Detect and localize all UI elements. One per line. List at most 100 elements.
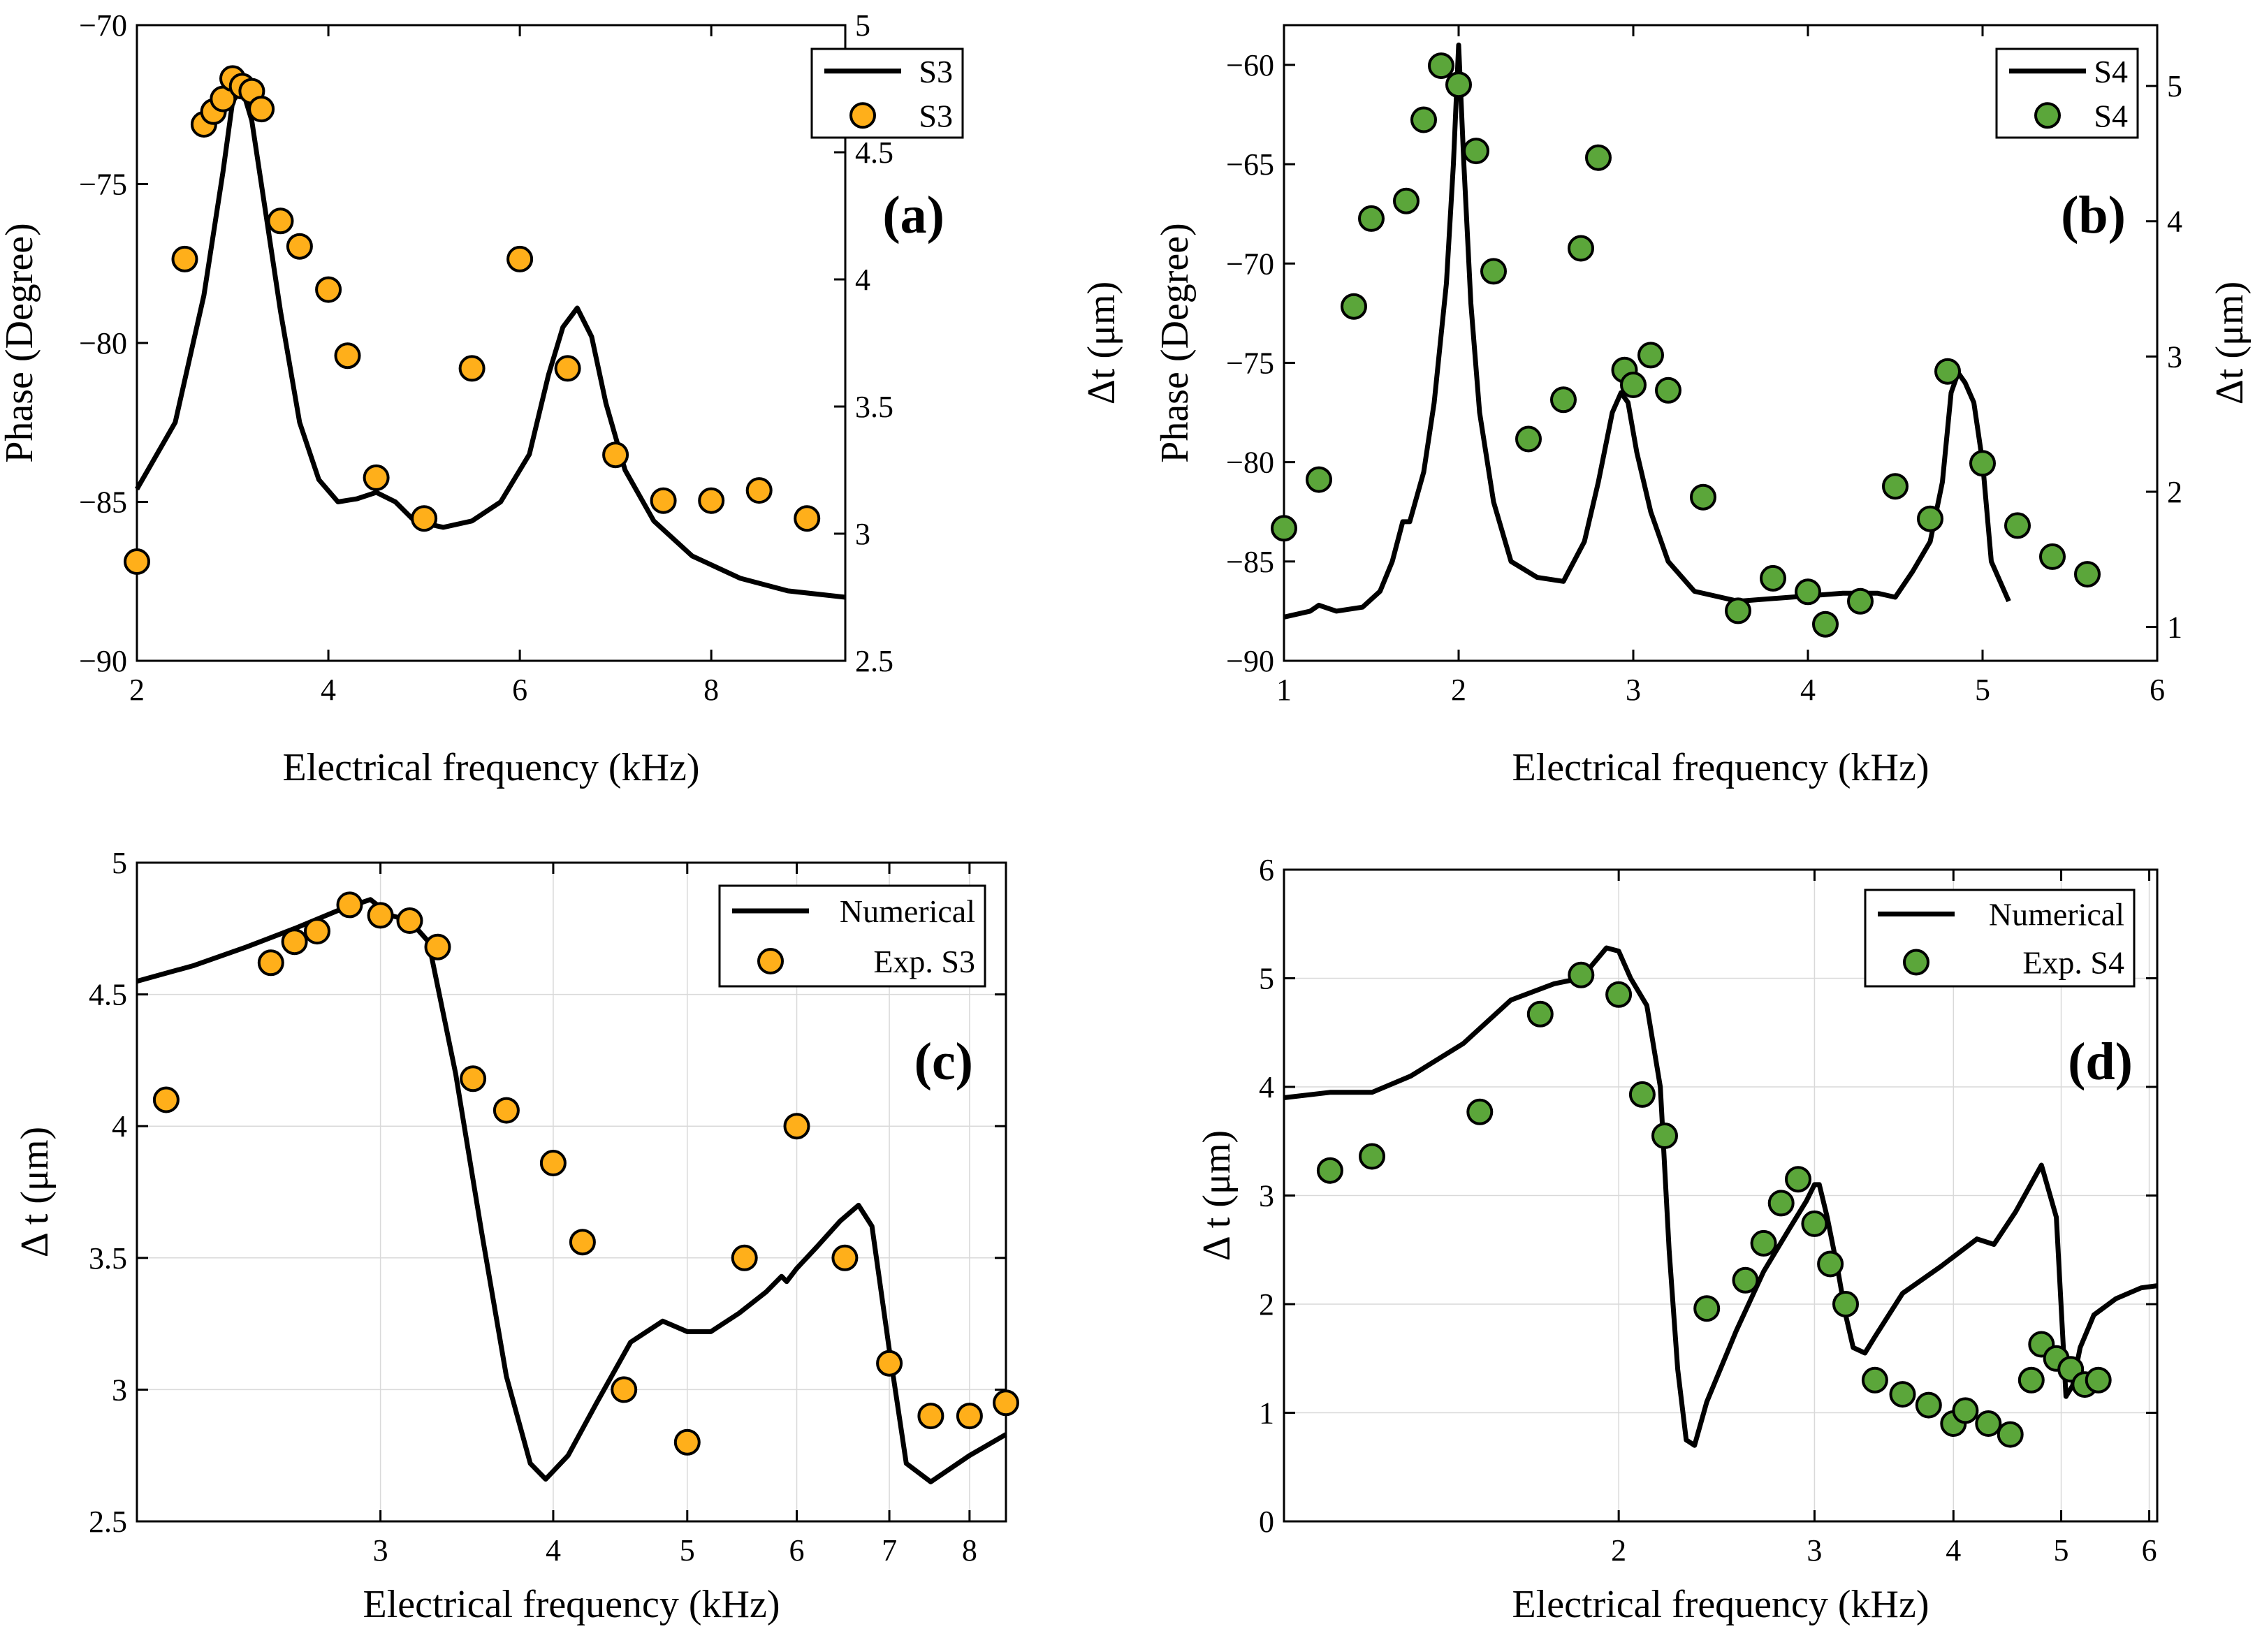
y-right-tick-label: 4.5: [855, 136, 893, 170]
data-point: [2039, 543, 2066, 570]
legend-entry: S4: [2094, 98, 2128, 133]
y-axis-right: 1 2 3 4 5: [2146, 69, 2182, 645]
data-point: [1271, 515, 1297, 542]
data-point: [424, 933, 451, 960]
y-axis-label: Δ t (μm): [13, 1127, 57, 1257]
data-point: [1550, 386, 1577, 414]
y-axis-label: Phase (Degree): [0, 223, 41, 463]
y-tick-label: −90: [79, 644, 127, 678]
panel-label: (c): [914, 1032, 973, 1091]
legend-box: [810, 47, 964, 139]
data-point: [334, 342, 361, 370]
x-tick-label: 6: [2150, 673, 2165, 707]
data-point: [1817, 1250, 1844, 1278]
data-point: [698, 487, 725, 514]
data-point: [1463, 138, 1489, 165]
y-tick-label: −70: [1226, 247, 1274, 281]
legend-marker-symbol: [1903, 949, 1929, 976]
y-tick-label: 3: [112, 1373, 127, 1407]
y-tick-label: 2: [1259, 1287, 1274, 1322]
data-point: [458, 355, 486, 382]
y-right-axis-label: Δt (μm): [1080, 282, 1123, 404]
data-point: [411, 505, 438, 532]
x-tick-label: 4: [1800, 673, 1816, 707]
x-axis-label: Electrical frequency (kHz): [363, 1583, 780, 1626]
data-point: [1952, 1397, 1979, 1424]
panel-label: (b): [2061, 186, 2126, 244]
data-point: [1515, 425, 1542, 453]
data-point: [1847, 587, 1874, 615]
x-tick-label: 8: [962, 1533, 977, 1567]
axes-frame: [1283, 868, 2159, 1523]
data-point: [1861, 1366, 1888, 1394]
x-tick-label: 2: [129, 673, 145, 707]
y-right-tick-label: 3: [855, 517, 870, 551]
y-axis-label: Δ t (μm): [1195, 1130, 1239, 1261]
data-point: [1480, 258, 1507, 285]
y-right-tick-label: 3.5: [855, 390, 893, 424]
y-axis-right: 2.5 3 3.5 4 4.5 5: [834, 8, 893, 678]
axes-frame: [136, 24, 847, 662]
data-point: [673, 1428, 701, 1456]
data-point: [1812, 611, 1839, 638]
data-point: [1832, 1291, 1859, 1317]
legend-entry: Numerical: [1989, 897, 2124, 933]
legend-entry: Exp. S4: [2022, 945, 2124, 981]
data-point: [783, 1113, 810, 1140]
y-tick-label: −75: [79, 168, 127, 202]
data-point: [1526, 1000, 1554, 1028]
y-right-tick-label: 3: [2167, 339, 2182, 374]
x-tick-label: 2: [1451, 673, 1466, 707]
data-point: [1801, 1210, 1828, 1237]
panel-d: 2 3 4 5 6 0 1 2 3 4 5 6 Electrical frequency (kHz) Δ …: [1195, 853, 2159, 1626]
axes-frame: [136, 861, 1007, 1523]
y-tick-label: 0: [1259, 1505, 1274, 1539]
data-point: [1725, 597, 1751, 624]
y-tick-label: 3: [1259, 1179, 1274, 1213]
data-point: [1767, 1190, 1795, 1217]
y-tick-label: −80: [1226, 446, 1274, 480]
data-point: [1975, 1410, 2002, 1437]
y-tick-label: −75: [1226, 346, 1274, 380]
y-tick-label: 1: [1259, 1396, 1274, 1431]
panel-a: 2 4 6 8 −90 −85 −80 −75 −70 2.5 3 3.5 4 4.5 5 Electrica…: [0, 8, 1123, 789]
data-point: [1306, 466, 1332, 493]
legend: Numerical Exp. S4: [1864, 889, 2136, 988]
legend-entry: S3: [919, 98, 953, 133]
x-tick-label: 5: [1975, 673, 1990, 707]
x-tick-label: 4: [321, 673, 336, 707]
data-point: [1934, 358, 1961, 385]
data-point: [611, 1376, 638, 1403]
series-line-s3: [134, 86, 846, 600]
data-point: [152, 1086, 180, 1113]
x-tick-label: 6: [789, 1533, 805, 1567]
data-point: [124, 548, 150, 575]
y-right-tick-label: 1: [2167, 611, 2182, 645]
legend-marker-symbol: [849, 102, 876, 129]
x-tick-label: 3: [1807, 1533, 1822, 1567]
y-right-tick-label: 2.5: [855, 644, 893, 678]
x-tick-label: 6: [2142, 1533, 2157, 1567]
y-tick-label: 4: [112, 1109, 127, 1143]
data-point: [1637, 342, 1664, 369]
data-point: [745, 477, 773, 504]
data-point: [367, 902, 394, 929]
data-point: [1605, 981, 1633, 1008]
y-right-tick-label: 4: [2167, 205, 2182, 239]
data-point: [460, 1065, 487, 1092]
data-point: [1750, 1229, 1777, 1257]
data-point: [1568, 235, 1594, 262]
legend-entry: Exp. S3: [873, 944, 975, 979]
x-tick-label: 3: [1626, 673, 1641, 707]
data-point: [1359, 1143, 1385, 1170]
data-point: [248, 96, 275, 123]
data-point: [1795, 578, 1821, 606]
data-point: [794, 505, 821, 532]
y-tick-label: 3.5: [89, 1241, 127, 1275]
legend: Numerical Exp. S3: [718, 884, 986, 988]
panel-label: (a): [882, 186, 944, 244]
data-point: [1969, 450, 1996, 477]
data-point: [2004, 512, 2031, 539]
